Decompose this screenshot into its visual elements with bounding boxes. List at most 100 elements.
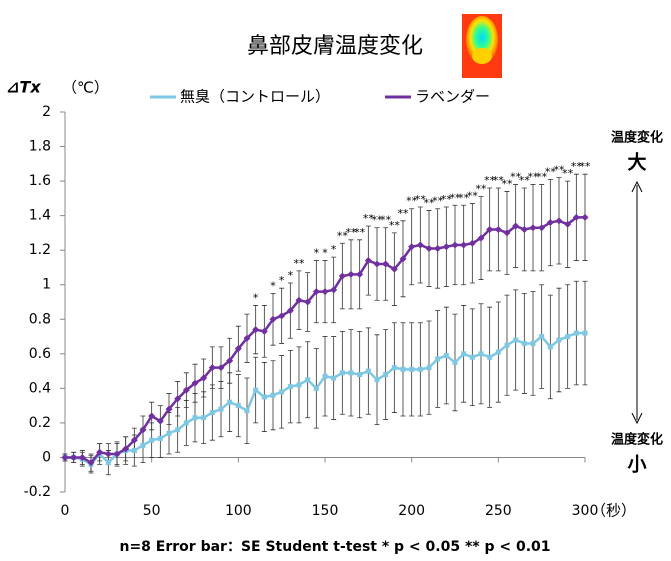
marker xyxy=(443,243,450,250)
marker xyxy=(340,370,345,375)
x-tick-label: 250 xyxy=(485,503,512,519)
marker xyxy=(513,338,518,343)
significance-label: ** xyxy=(389,219,401,232)
marker xyxy=(288,384,293,389)
significance-label: * xyxy=(314,247,320,260)
significance-label: * xyxy=(270,279,276,292)
marker xyxy=(496,350,501,355)
marker xyxy=(331,376,336,381)
marker xyxy=(470,355,475,360)
y-tick-label: 1.8 xyxy=(29,139,51,155)
scale-top-label: 温度変化 xyxy=(611,130,663,146)
legend-label: ラベンダー xyxy=(415,88,490,106)
marker xyxy=(253,388,258,393)
marker xyxy=(427,365,432,370)
marker xyxy=(184,420,189,425)
marker xyxy=(444,353,449,358)
marker xyxy=(305,377,310,382)
marker xyxy=(487,355,492,360)
y-tick-label: 1 xyxy=(42,277,51,293)
marker xyxy=(460,242,467,249)
marker xyxy=(219,407,224,412)
significance-label: ** xyxy=(354,226,366,239)
marker xyxy=(435,357,440,362)
marker xyxy=(375,377,380,382)
marker xyxy=(262,395,267,400)
marker xyxy=(279,389,284,394)
marker xyxy=(297,382,302,387)
marker xyxy=(417,242,424,249)
scale-bottom-mark: 小 xyxy=(627,454,646,476)
y-axis-label: ⊿Tx xyxy=(6,78,41,97)
y-tick-label: 1.6 xyxy=(29,173,51,189)
marker xyxy=(357,372,362,377)
marker xyxy=(236,403,241,408)
marker xyxy=(409,367,414,372)
marker xyxy=(374,261,381,268)
chart: 鼻部皮膚温度変化 ⊿Tx （℃） （秒） 温度変化 大 温度変化 小 n=8 E… xyxy=(0,0,671,561)
marker xyxy=(392,365,397,370)
marker xyxy=(158,436,163,441)
marker xyxy=(418,367,423,372)
marker xyxy=(106,460,111,465)
marker xyxy=(105,451,112,458)
marker xyxy=(556,217,563,224)
marker xyxy=(227,400,232,405)
x-tick-label: 0 xyxy=(61,503,70,519)
marker xyxy=(210,410,215,415)
x-tick-label: 100 xyxy=(225,503,252,519)
y-tick-label: -0.2 xyxy=(24,484,51,500)
scale-top-mark: 大 xyxy=(627,151,646,174)
marker xyxy=(453,360,458,365)
significance-label: * xyxy=(253,291,259,304)
marker xyxy=(452,242,459,249)
marker xyxy=(505,343,510,348)
marker xyxy=(583,331,588,336)
marker xyxy=(434,245,441,252)
thermal-icon xyxy=(462,14,502,78)
marker xyxy=(349,370,354,375)
marker xyxy=(479,351,484,356)
y-tick-label: 0.6 xyxy=(29,346,51,362)
marker xyxy=(149,438,154,443)
footnote: n=8 Error bar：SE Student t-test * p < 0.… xyxy=(119,539,550,555)
y-tick-label: 0 xyxy=(42,449,51,465)
marker xyxy=(461,351,466,356)
x-tick-label: 300 xyxy=(572,503,599,519)
marker xyxy=(348,271,355,278)
marker xyxy=(401,367,406,372)
icon-nose xyxy=(472,48,492,64)
marker xyxy=(426,245,433,252)
y-tick-label: 1.4 xyxy=(29,208,51,224)
marker xyxy=(565,334,570,339)
marker xyxy=(539,334,544,339)
marker xyxy=(322,288,329,295)
y-tick-label: 0.4 xyxy=(29,380,51,396)
marker xyxy=(521,226,528,233)
marker xyxy=(271,393,276,398)
x-tick-label: 50 xyxy=(143,503,161,519)
y-tick-label: 2 xyxy=(42,104,51,120)
significance-label: * xyxy=(322,247,328,260)
marker xyxy=(132,448,137,453)
marker xyxy=(323,374,328,379)
significance-label: ** xyxy=(398,207,410,220)
y-tick-label: 0.8 xyxy=(29,311,51,327)
marker xyxy=(245,408,250,413)
marker xyxy=(582,214,589,221)
marker xyxy=(175,427,180,432)
marker xyxy=(522,341,527,346)
y-tick-label: 0.2 xyxy=(29,415,51,431)
y-axis-unit: （℃） xyxy=(62,79,109,97)
legend-label: 無臭（コントロール） xyxy=(180,88,330,106)
x-tick-label: 200 xyxy=(398,503,425,519)
significance-label: * xyxy=(288,269,294,282)
marker xyxy=(574,331,579,336)
marker xyxy=(548,344,553,349)
marker xyxy=(141,443,146,448)
significance-label: ** xyxy=(580,160,592,173)
chart-title: 鼻部皮膚温度変化 xyxy=(247,34,423,59)
y-tick-label: 1.2 xyxy=(29,242,51,258)
significance-label: * xyxy=(331,243,337,256)
marker xyxy=(366,369,371,374)
